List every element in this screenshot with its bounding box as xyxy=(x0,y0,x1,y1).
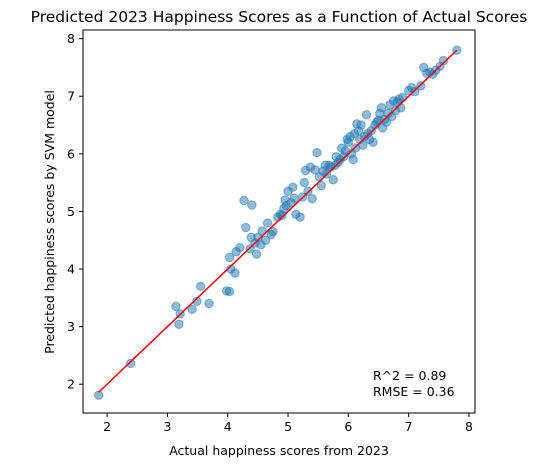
data-point xyxy=(362,110,370,118)
data-point xyxy=(398,93,406,101)
plot-area xyxy=(83,30,475,413)
x-tick-label: 4 xyxy=(224,419,232,434)
data-point xyxy=(263,219,271,227)
rmse-annotation: RMSE = 0.36 xyxy=(373,384,455,399)
data-point xyxy=(240,196,248,204)
x-tick-label: 3 xyxy=(163,419,171,434)
data-point xyxy=(357,121,365,129)
data-point xyxy=(126,359,134,367)
x-tick-label: 8 xyxy=(465,419,473,434)
y-axis-label: Predicted happiness scores by SVM model xyxy=(42,90,57,354)
y-tick-label: 7 xyxy=(67,89,75,104)
data-point xyxy=(196,282,204,290)
data-point xyxy=(236,244,244,252)
data-point xyxy=(349,155,357,163)
data-point xyxy=(290,194,298,202)
y-axis: 2 3 4 5 6 7 8 xyxy=(67,31,83,392)
data-point xyxy=(329,176,337,184)
data-point xyxy=(242,223,250,231)
data-point xyxy=(313,148,321,156)
data-point xyxy=(175,320,183,328)
y-tick-label: 5 xyxy=(67,204,75,219)
data-point xyxy=(296,213,304,221)
y-tick-label: 6 xyxy=(67,146,75,161)
data-point xyxy=(248,201,256,209)
fit-line xyxy=(99,50,457,392)
data-point xyxy=(205,299,213,307)
data-point xyxy=(289,183,297,191)
y-tick-label: 3 xyxy=(67,319,75,334)
data-point xyxy=(231,269,239,277)
y-tick-label: 4 xyxy=(67,262,75,277)
chart-title: Predicted 2023 Happiness Scores as a Fun… xyxy=(31,8,528,26)
data-point xyxy=(308,195,316,203)
x-tick-label: 7 xyxy=(405,419,413,434)
data-point xyxy=(172,302,180,310)
data-point xyxy=(300,178,308,186)
data-point xyxy=(225,287,233,295)
x-tick-label: 2 xyxy=(103,419,111,434)
x-tick-label: 5 xyxy=(284,419,292,434)
x-axis-label: Actual happiness scores from 2023 xyxy=(169,443,389,458)
y-tick-label: 2 xyxy=(67,377,75,392)
x-axis: 2 3 4 5 6 7 8 xyxy=(103,413,473,434)
data-point xyxy=(397,104,405,112)
x-tick-label: 6 xyxy=(344,419,352,434)
data-point xyxy=(252,250,260,258)
y-tick-label: 8 xyxy=(67,31,75,46)
r2-annotation: R^2 = 0.89 xyxy=(373,368,446,383)
data-point xyxy=(369,138,377,146)
